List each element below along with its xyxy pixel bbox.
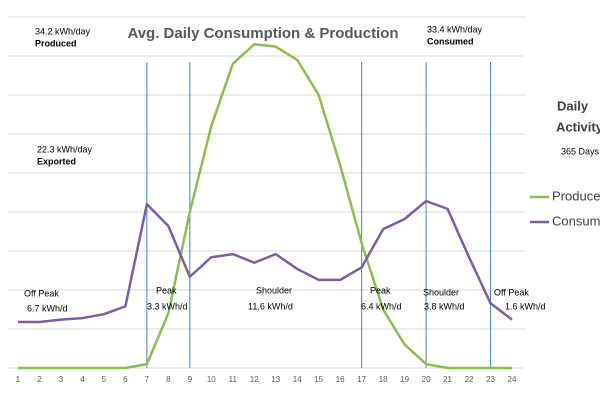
chart-title: Avg. Daily Consumption & Production: [127, 25, 398, 42]
x-tick-label: 17: [357, 375, 366, 384]
summary-label: Exported: [37, 156, 76, 166]
x-tick-label: 6: [123, 375, 128, 384]
summary-amount: 33.4 kWh/day: [427, 24, 483, 34]
period-energy: 3.3 kWh/d: [147, 301, 188, 311]
series-line: [18, 199, 513, 324]
series-line: [18, 43, 512, 370]
x-tick-label: 13: [271, 375, 280, 384]
side-title: Activity: [556, 119, 600, 134]
summary-label: Produced: [35, 38, 77, 48]
period-energy: 11.6 kWh/d: [248, 301, 293, 311]
period-energy: 3.8 kWh/d: [424, 301, 465, 311]
x-tick-label: 4: [80, 375, 85, 384]
summary-label: Consumed: [427, 36, 474, 46]
period-energy: 6.4 kWh/d: [361, 301, 402, 311]
x-tick-label: 20: [422, 375, 431, 384]
x-tick-label: 24: [508, 375, 517, 384]
x-tick-label: 8: [166, 375, 171, 384]
x-tick-label: 22: [465, 375, 474, 384]
side-title: Daily: [557, 98, 589, 113]
period-name: Peak: [370, 285, 391, 295]
x-tick-label: 9: [188, 375, 193, 384]
x-tick-label: 3: [59, 375, 64, 384]
period-name: Off Peak: [494, 287, 529, 297]
x-tick-label: 18: [379, 375, 388, 384]
summary-amount: 22.3 kWh/day: [37, 144, 93, 154]
period-name: Shoulder: [423, 287, 459, 297]
x-tick-label: 19: [400, 375, 409, 384]
x-tick-label: 10: [207, 375, 216, 384]
x-tick-label: 11: [229, 375, 238, 384]
x-tick-label: 7: [145, 375, 150, 384]
x-tick-label: 12: [250, 375, 259, 384]
legend-label: Produced: [552, 188, 600, 203]
period-energy: 1.6 kWh/d: [505, 301, 546, 311]
x-tick-label: 23: [486, 375, 495, 384]
summary-amount: 34.2 kWh/day: [35, 26, 91, 36]
x-tick-label: 21: [443, 375, 452, 384]
x-tick-label: 5: [102, 375, 107, 384]
x-tick-label: 2: [37, 375, 42, 384]
x-tick-label: 15: [314, 375, 323, 384]
legend-label: Consumed: [552, 213, 600, 228]
side-subtitle: 365 Days: [561, 146, 600, 156]
x-tick-label: 16: [336, 375, 345, 384]
period-name: Shoulder: [256, 285, 292, 295]
x-tick-label: 1: [16, 375, 21, 384]
x-tick-label: 14: [293, 375, 302, 384]
period-energy: 6.7 kWh/d: [27, 303, 68, 313]
period-name: Peak: [156, 285, 177, 295]
period-name: Off Peak: [24, 288, 59, 298]
